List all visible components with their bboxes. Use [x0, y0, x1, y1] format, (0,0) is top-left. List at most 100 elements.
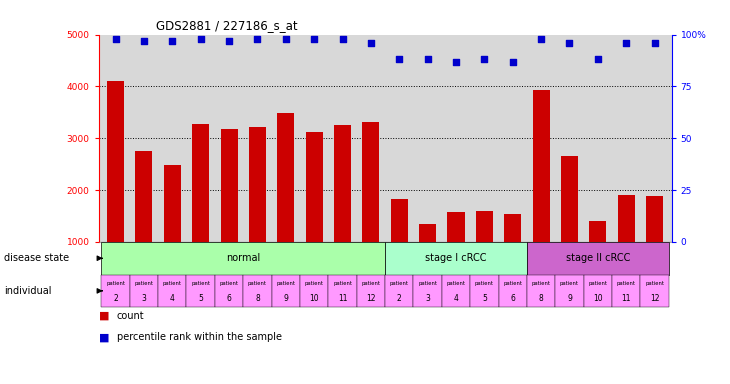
Bar	[300, 275, 328, 307]
Bar	[476, 211, 493, 242]
Text: 10: 10	[593, 293, 603, 303]
Text: 4: 4	[453, 293, 458, 303]
Point	[166, 38, 178, 44]
Bar	[447, 212, 464, 242]
Point	[507, 58, 518, 65]
Bar	[385, 275, 413, 307]
Bar	[589, 221, 607, 242]
Bar	[357, 275, 385, 307]
Text: 12: 12	[650, 293, 659, 303]
Bar	[334, 125, 351, 242]
Text: 5: 5	[482, 293, 487, 303]
Point	[138, 38, 150, 44]
Text: stage I cRCC: stage I cRCC	[426, 253, 487, 263]
Bar	[527, 242, 669, 275]
Text: patient: patient	[390, 281, 409, 286]
Point	[195, 36, 207, 42]
Text: patient: patient	[475, 281, 494, 286]
Text: patient: patient	[447, 281, 466, 286]
Text: patient: patient	[134, 281, 153, 286]
Bar	[612, 275, 640, 307]
Text: stage II cRCC: stage II cRCC	[566, 253, 630, 263]
Point	[649, 40, 661, 46]
Bar	[249, 127, 266, 242]
Bar	[556, 275, 584, 307]
Bar	[618, 195, 634, 242]
Text: patient: patient	[503, 281, 522, 286]
Text: 3: 3	[425, 293, 430, 303]
Point	[365, 40, 377, 46]
Text: 8: 8	[539, 293, 543, 303]
Bar	[413, 275, 442, 307]
Bar	[277, 113, 294, 242]
Bar	[391, 199, 408, 242]
Point	[422, 56, 434, 63]
Bar	[215, 275, 243, 307]
Text: patient: patient	[617, 281, 636, 286]
Bar	[306, 132, 323, 242]
Text: 9: 9	[567, 293, 572, 303]
Point	[535, 36, 547, 42]
Bar	[158, 275, 186, 307]
Text: patient: patient	[333, 281, 352, 286]
Text: 2: 2	[113, 293, 118, 303]
Bar	[561, 156, 578, 242]
Point	[337, 36, 348, 42]
Bar	[272, 275, 300, 307]
Bar	[584, 275, 612, 307]
Text: patient: patient	[588, 281, 607, 286]
Text: 11: 11	[621, 293, 631, 303]
Text: 9: 9	[283, 293, 288, 303]
Bar	[646, 196, 663, 242]
Bar	[328, 275, 357, 307]
Text: patient: patient	[276, 281, 295, 286]
Text: 2: 2	[397, 293, 402, 303]
Point	[564, 40, 575, 46]
Text: normal: normal	[226, 253, 261, 263]
Bar	[136, 151, 153, 242]
Text: patient: patient	[248, 281, 267, 286]
Text: patient: patient	[645, 281, 664, 286]
Bar	[243, 275, 272, 307]
Text: 4: 4	[170, 293, 174, 303]
Bar	[533, 89, 550, 242]
Bar	[362, 122, 380, 242]
Point	[620, 40, 632, 46]
Bar	[499, 275, 527, 307]
Bar	[107, 81, 124, 242]
Bar	[101, 275, 130, 307]
Text: 11: 11	[338, 293, 347, 303]
Text: 8: 8	[255, 293, 260, 303]
Text: individual: individual	[4, 286, 51, 296]
Bar	[130, 275, 158, 307]
Bar	[192, 124, 210, 242]
Bar	[527, 275, 556, 307]
Text: 6: 6	[226, 293, 231, 303]
Bar	[442, 275, 470, 307]
Point	[252, 36, 264, 42]
Point	[393, 56, 405, 63]
Bar	[164, 165, 181, 242]
Text: GDS2881 / 227186_s_at: GDS2881 / 227186_s_at	[156, 19, 298, 32]
Text: patient: patient	[361, 281, 380, 286]
Text: patient: patient	[531, 281, 550, 286]
Bar	[101, 242, 385, 275]
Point	[592, 56, 604, 63]
Text: patient: patient	[418, 281, 437, 286]
Point	[450, 58, 462, 65]
Bar	[186, 275, 215, 307]
Text: ■: ■	[99, 311, 109, 321]
Point	[280, 36, 291, 42]
Bar	[504, 214, 521, 242]
Bar	[640, 275, 669, 307]
Text: patient: patient	[191, 281, 210, 286]
Text: 12: 12	[366, 293, 376, 303]
Text: 6: 6	[510, 293, 515, 303]
Point	[308, 36, 320, 42]
Text: patient: patient	[106, 281, 125, 286]
Bar	[385, 242, 527, 275]
Text: patient: patient	[220, 281, 239, 286]
Point	[223, 38, 235, 44]
Text: patient: patient	[304, 281, 323, 286]
Text: count: count	[117, 311, 145, 321]
